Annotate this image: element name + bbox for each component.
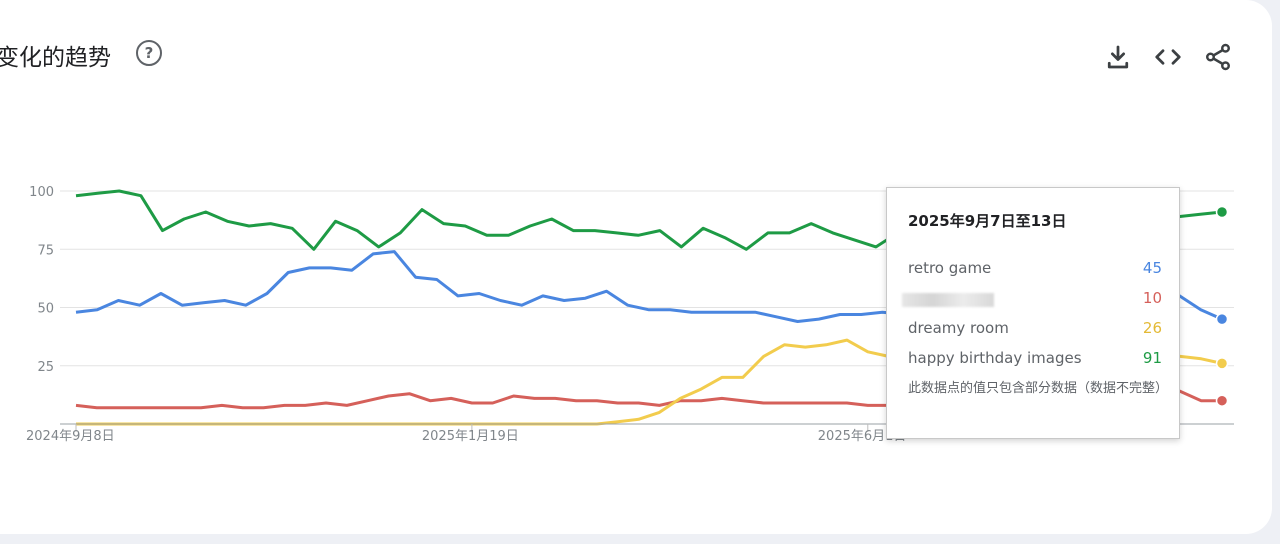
tooltip-series-value: 10 [1142, 289, 1162, 307]
x-tick-label: 2024年9月8日 [26, 429, 115, 444]
x-tick-label: 2025年6月1日 [818, 429, 907, 444]
tooltip-row-dreamy-room: dreamy room 26 [908, 319, 1162, 341]
data-point-tooltip: 2025年9月7日至13日 retro game 45 10 dreamy ro… [886, 187, 1180, 439]
series-endpoint-marker [1215, 312, 1229, 326]
embed-code-icon[interactable] [1153, 42, 1183, 72]
chart-axes: 2024年9月8日 2025年1月19日 2025年6月1日 [26, 423, 1234, 444]
download-icon[interactable] [1103, 42, 1133, 72]
y-tick-label: 100 [29, 185, 54, 200]
redacted-series-name [902, 293, 994, 307]
x-tick-label: 2025年1月19日 [422, 429, 519, 444]
y-tick-label: 75 [37, 243, 54, 258]
series-endpoint-marker [1215, 394, 1229, 407]
page-title: 变化的趋势 [0, 45, 111, 71]
tooltip-series-value: 26 [1142, 319, 1162, 337]
tooltip-row-redacted: 10 [902, 289, 1162, 311]
tooltip-partial-data-note: 此数据点的值只包含部分数据（数据不完整） [908, 381, 1169, 396]
tooltip-series-value: 45 [1142, 259, 1162, 277]
y-tick-label: 25 [37, 360, 54, 375]
series-endpoint-marker [1215, 357, 1229, 370]
tooltip-row-retro-game: retro game 45 [908, 259, 1162, 281]
series-endpoint-marker [1215, 205, 1229, 219]
tooltip-series-name: retro game [908, 259, 992, 277]
tooltip-series-value: 91 [1142, 349, 1162, 367]
tooltip-series-name: dreamy room [908, 319, 1009, 337]
share-icon[interactable] [1203, 42, 1233, 72]
trends-card: 变化的趋势 ? 25 50 75 100 2024年9月8日 2025年1月19日 202… [0, 0, 1272, 534]
tooltip-series-name: happy birthday images [908, 349, 1082, 367]
tooltip-date: 2025年9月7日至13日 [908, 212, 1067, 230]
y-tick-label: 50 [37, 302, 54, 317]
tooltip-row-happy-birthday: happy birthday images 91 [908, 349, 1162, 371]
help-circle-icon[interactable]: ? [136, 40, 162, 66]
